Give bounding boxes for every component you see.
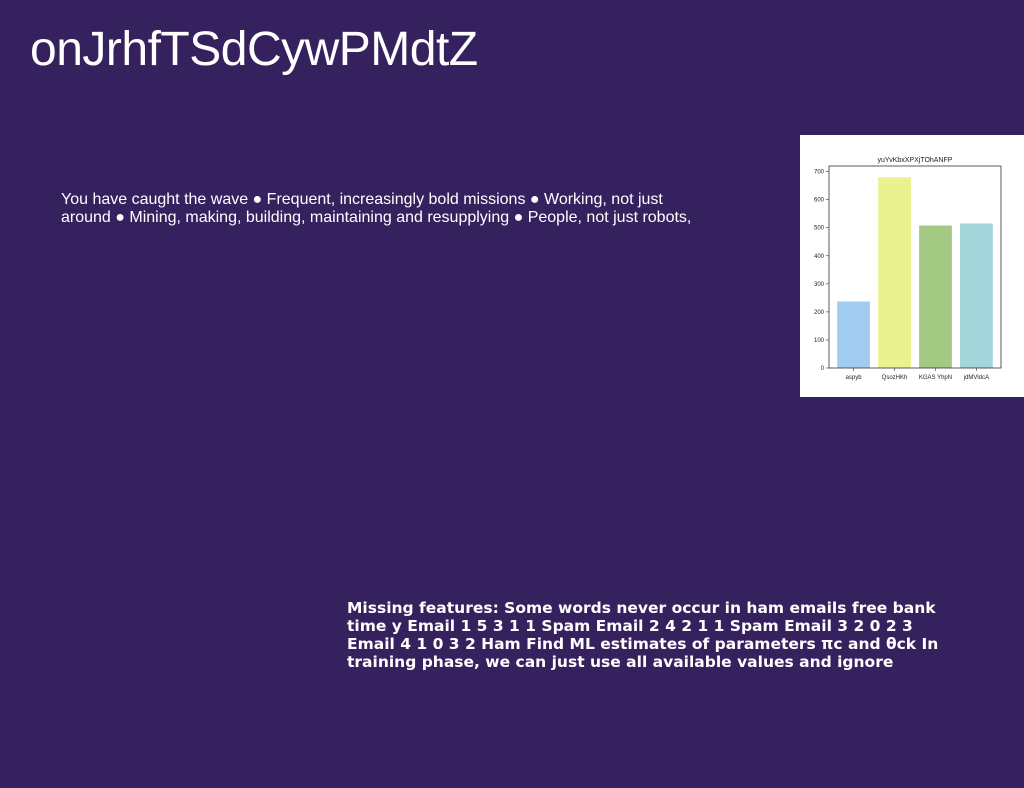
y-tick-label: 500	[814, 226, 825, 232]
bar-4	[960, 223, 993, 368]
slide-title: onJrhfTSdCywPMdtZ	[30, 23, 478, 76]
y-axis: 0 100 200 300 400 500 600 700	[814, 170, 829, 372]
y-tick-label: 700	[814, 170, 825, 176]
bar-chart: yuYvKbxXPXjTOhANFP 0 100 200 300 400 500 600 70…	[814, 157, 1002, 381]
y-tick-label: 100	[814, 338, 825, 344]
y-tick-label: 0	[821, 366, 825, 372]
x-tick-label: QsozHKh	[882, 375, 908, 381]
body-text: You have caught the wave ● Frequent, inc…	[61, 191, 692, 226]
bar-chart-panel: yuYvKbxXPXjTOhANFP 0 100 200 300 400 500 600 70…	[800, 135, 1024, 397]
plot-frame	[828, 165, 1002, 369]
bar-2	[878, 177, 911, 368]
y-tick-label: 600	[814, 198, 825, 204]
chart-title: yuYvKbxXPXjTOhANFP	[878, 157, 953, 164]
x-tick-label: aspyb	[846, 375, 863, 381]
y-tick-label: 300	[814, 282, 825, 288]
x-axis: aspyb QsozHKh KGAS YhpN jdMVldcA	[846, 368, 989, 381]
bar-1	[837, 301, 870, 368]
y-tick-label: 400	[814, 254, 825, 260]
bottom-text: Missing features: Some words never occur…	[347, 599, 939, 671]
bars	[837, 177, 993, 368]
x-tick-label: jdMVldcA	[963, 375, 989, 381]
y-tick-label: 200	[814, 310, 825, 316]
bar-3	[919, 225, 952, 368]
x-tick-label: KGAS YhpN	[919, 375, 952, 381]
